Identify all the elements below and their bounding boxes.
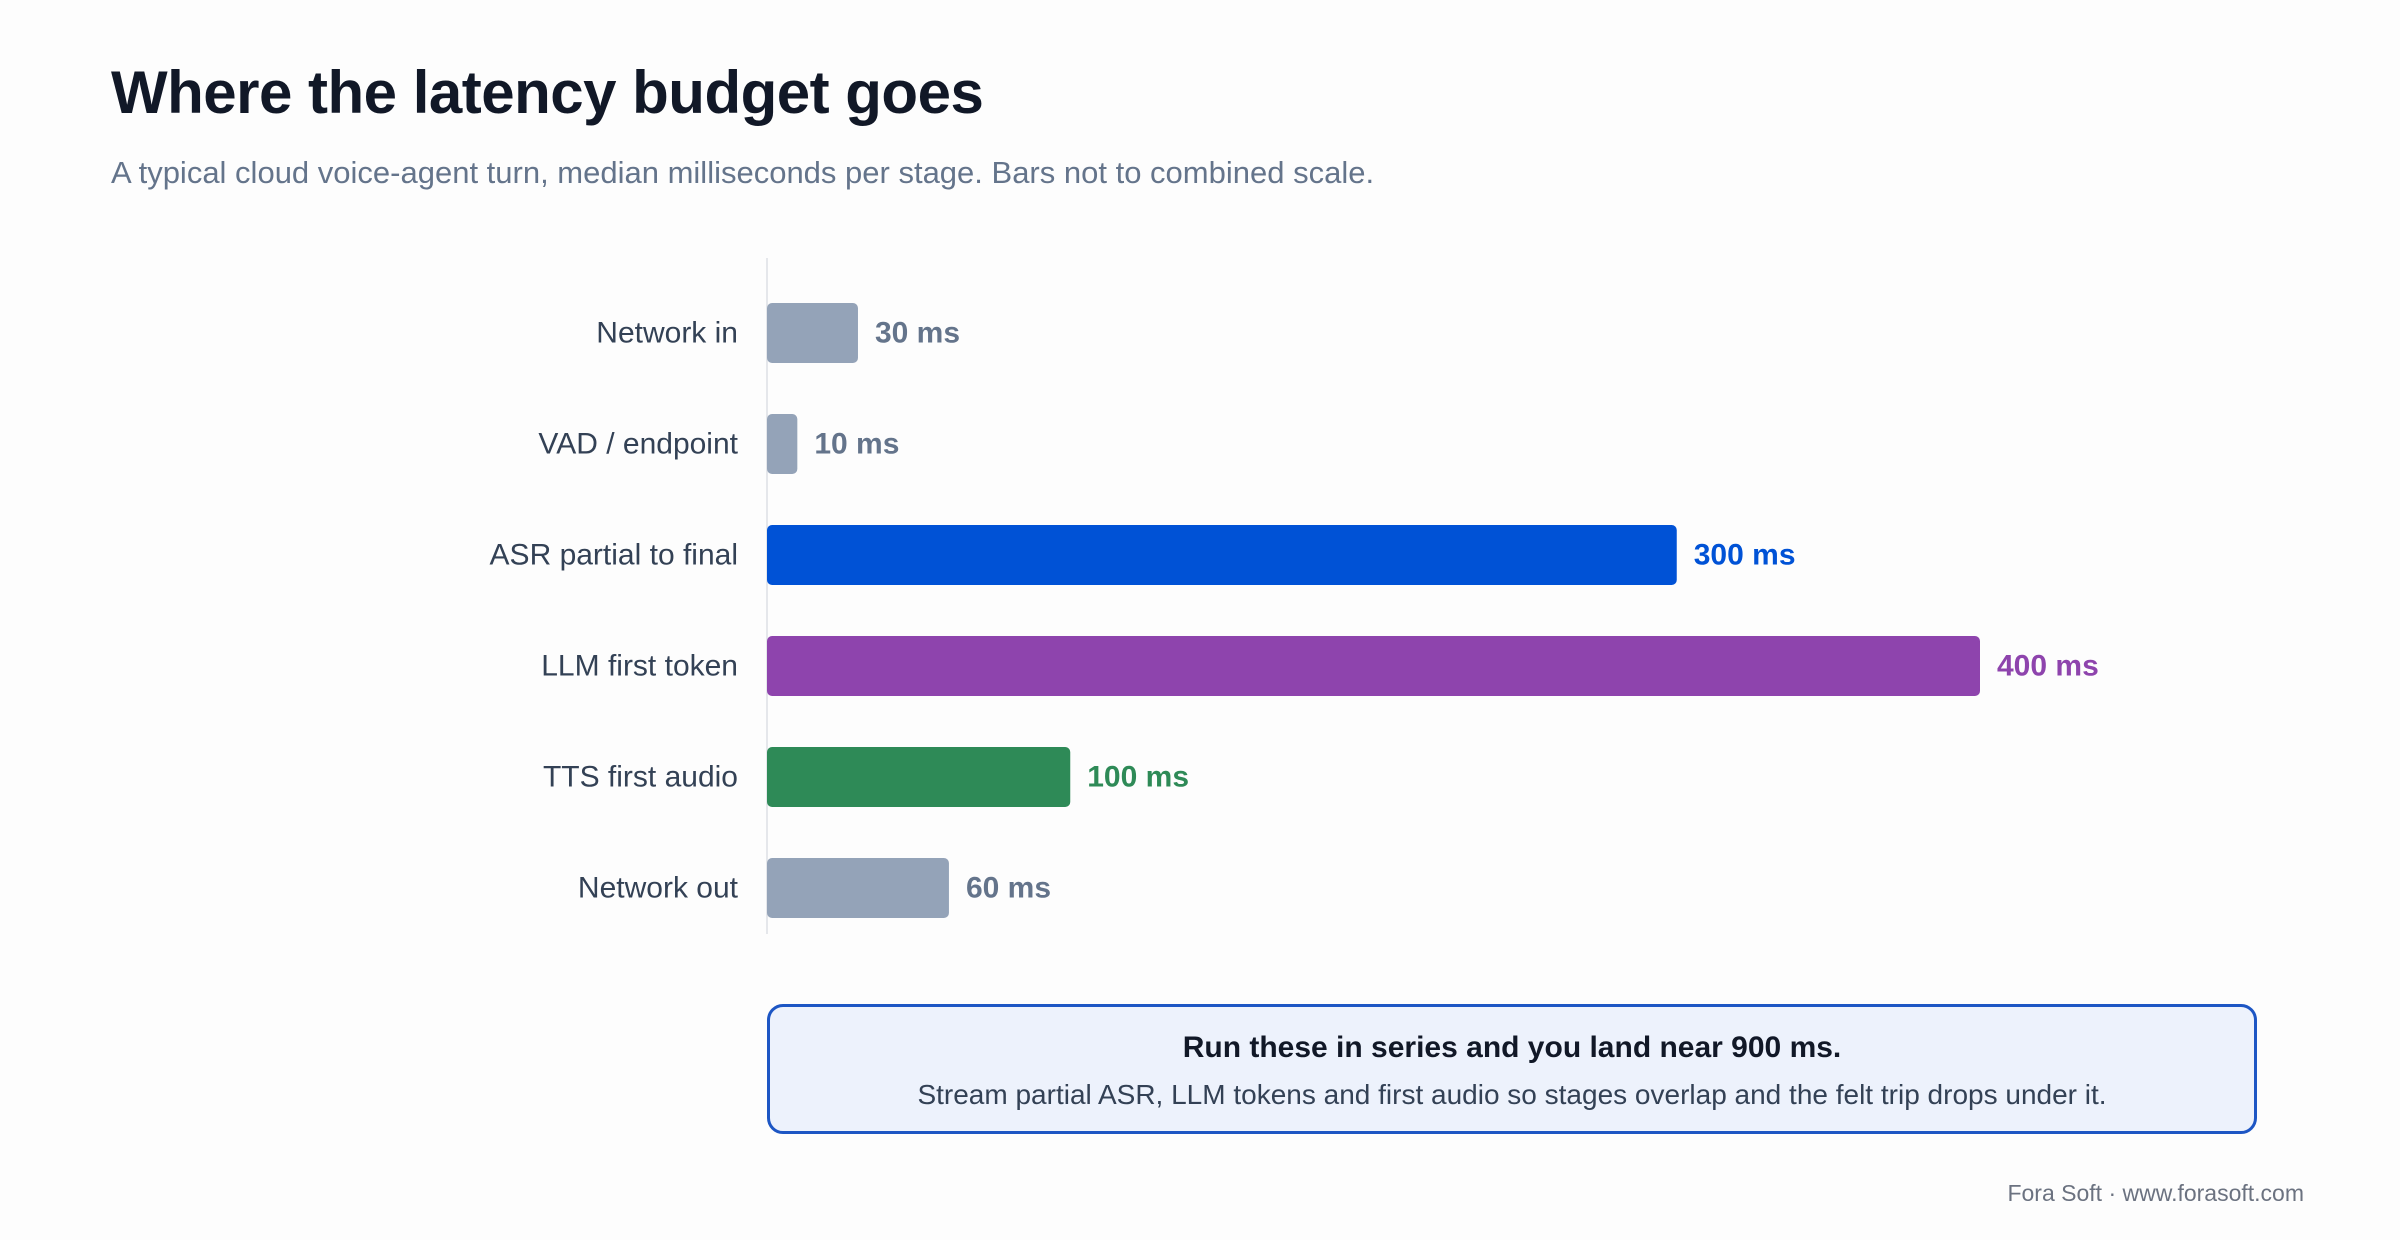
bars-group: Network in 30 ms VAD / endpoint 10 ms ASR pa… bbox=[490, 303, 2099, 918]
category-label-tts-first-audio: TTS first audio bbox=[543, 761, 738, 794]
footer-credit: Fora Soft · www.forasoft.com bbox=[2007, 1180, 2304, 1206]
summary-callout: Run these in series and you land near 90… bbox=[767, 1004, 2257, 1134]
category-label-network-in: Network in bbox=[596, 317, 738, 350]
value-label-llm-first-token: 400 ms bbox=[1997, 650, 2099, 683]
chart-title: Where the latency budget goes bbox=[111, 59, 984, 126]
category-label-vad-endpoint: VAD / endpoint bbox=[538, 428, 738, 461]
value-label-network-out: 60 ms bbox=[966, 872, 1051, 905]
value-label-network-in: 30 ms bbox=[875, 317, 960, 350]
bar-vad-endpoint bbox=[767, 414, 798, 474]
category-label-llm-first-token: LLM first token bbox=[541, 650, 738, 683]
callout-text: Stream partial ASR, LLM tokens and first… bbox=[917, 1079, 2107, 1110]
value-label-tts-first-audio: 100 ms bbox=[1087, 761, 1189, 794]
callout-title: Run these in series and you land near 90… bbox=[1182, 1031, 1842, 1064]
bar-network-in bbox=[767, 303, 858, 363]
category-label-network-out: Network out bbox=[578, 872, 739, 905]
bar-llm-first-token bbox=[767, 636, 1980, 696]
bar-asr-partial-to-final bbox=[767, 525, 1677, 585]
bar-network-out bbox=[767, 858, 949, 918]
category-label-asr-partial-to-final: ASR partial to final bbox=[490, 539, 738, 572]
value-label-asr-partial-to-final: 300 ms bbox=[1694, 539, 1796, 572]
value-label-vad-endpoint: 10 ms bbox=[814, 428, 899, 461]
bar-tts-first-audio bbox=[767, 747, 1071, 807]
chart-subtitle: A typical cloud voice-agent turn, median… bbox=[111, 155, 1375, 190]
